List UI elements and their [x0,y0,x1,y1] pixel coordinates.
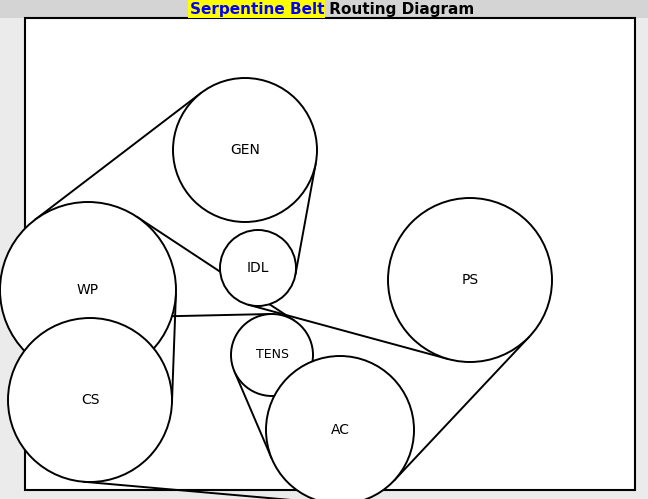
Circle shape [8,318,172,482]
Circle shape [388,198,552,362]
Circle shape [173,78,317,222]
Circle shape [0,202,176,378]
Text: WP: WP [77,283,99,297]
Circle shape [220,230,296,306]
Text: IDL: IDL [247,261,270,275]
Text: TENS: TENS [255,348,288,361]
Bar [0,0,648,18]
Text: CS: CS [81,393,99,407]
Circle shape [266,356,414,499]
Text: Serpentine Belt: Serpentine Belt [189,1,324,16]
Text: GEN: GEN [230,143,260,157]
Text: PS: PS [461,273,479,287]
Circle shape [231,314,313,396]
Text: Routing Diagram: Routing Diagram [324,1,474,16]
Text: AC: AC [330,423,349,437]
